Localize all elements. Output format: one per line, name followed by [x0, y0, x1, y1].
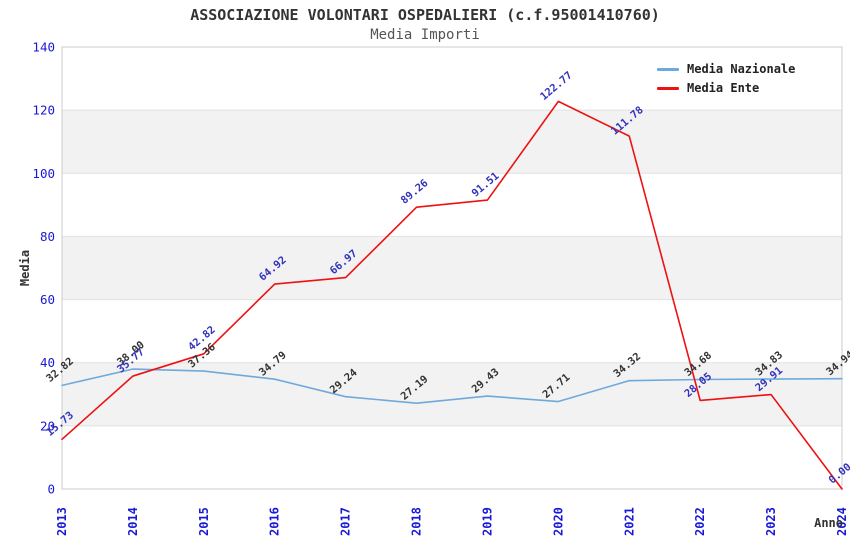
- data-label: 122.77: [538, 69, 575, 103]
- x-tick-label: 2021: [622, 507, 636, 536]
- y-tick-label: 20: [40, 418, 55, 433]
- grid-band: [62, 110, 842, 174]
- legend-item-media-nazionale: Media Nazionale: [657, 63, 795, 76]
- media-nazionale-swatch-icon: [657, 68, 679, 71]
- y-tick-label: 80: [40, 229, 55, 244]
- x-tick-label: 2024: [835, 507, 849, 536]
- chart-title: ASSOCIAZIONE VOLONTARI OSPEDALIERI (c.f.…: [190, 6, 660, 24]
- y-tick-label: 60: [40, 292, 55, 307]
- media-ente-line: [61, 100, 843, 490]
- x-tick-label: 2017: [339, 507, 353, 536]
- legend-item-media-ente: Media Ente: [657, 82, 795, 95]
- legend: Media Nazionale Media Ente: [657, 63, 795, 101]
- x-tick-label: 2020: [551, 507, 565, 536]
- data-label: 0.00: [827, 461, 850, 486]
- y-tick-label: 120: [32, 103, 55, 118]
- chart-subtitle: Media Importi: [370, 27, 480, 43]
- x-tick-label: 2013: [55, 507, 69, 536]
- x-tick-label: 2014: [126, 507, 140, 536]
- y-tick-label: 0: [47, 482, 55, 497]
- data-label: 91.51: [470, 170, 502, 200]
- x-tick-label: 2018: [410, 507, 424, 536]
- grid-band: [62, 236, 842, 300]
- media-nazionale-line: [61, 368, 843, 404]
- plot-border: [61, 46, 843, 490]
- x-tick-label: 2016: [268, 507, 282, 536]
- grid-band: [62, 362, 842, 426]
- x-tick-label: 2019: [480, 507, 494, 536]
- legend-label: Media Ente: [687, 81, 760, 95]
- x-tick-label: 2015: [197, 507, 211, 536]
- x-axis-title: Anno: [814, 516, 843, 530]
- x-tick-label: 2022: [693, 507, 707, 536]
- legend-label: Media Nazionale: [687, 62, 796, 76]
- x-tick-label: 2023: [764, 507, 778, 536]
- y-axis-title: Media: [18, 249, 32, 287]
- data-label: 89.26: [399, 177, 431, 207]
- y-tick-label: 40: [40, 355, 55, 370]
- media-ente-swatch-icon: [657, 87, 679, 90]
- y-tick-label: 140: [32, 40, 55, 55]
- y-tick-label: 100: [32, 166, 55, 181]
